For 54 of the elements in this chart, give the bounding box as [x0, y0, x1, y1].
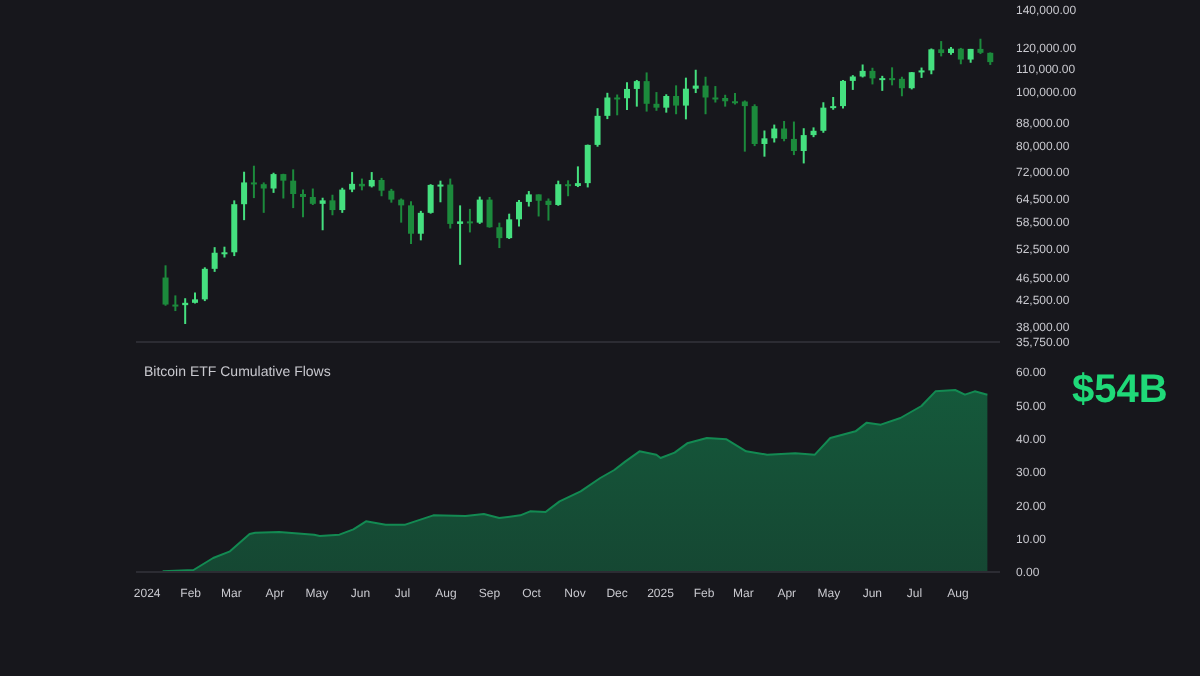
candlestick: [800, 127, 807, 165]
candlestick: [781, 120, 788, 143]
candlestick: [702, 75, 709, 116]
candlestick: [457, 204, 464, 266]
candlestick: [408, 200, 414, 245]
candlestick: [653, 91, 660, 112]
candlestick: [290, 168, 297, 210]
candlestick: [663, 93, 670, 114]
candlestick: [339, 186, 346, 214]
candlestick: [349, 171, 356, 194]
candlestick: [329, 193, 336, 217]
candlestick: [506, 212, 513, 241]
candlestick: [545, 197, 552, 222]
candlestick: [594, 107, 601, 148]
candlestick: [712, 85, 719, 104]
candlestick: [584, 143, 591, 189]
candlestick: [241, 170, 248, 222]
candlestick: [486, 195, 493, 229]
candlestick: [889, 66, 896, 87]
candlestick: [476, 195, 483, 225]
candlestick: [555, 179, 562, 207]
candlestick: [751, 103, 758, 148]
candlestick: [172, 294, 179, 313]
candlestick: [447, 177, 454, 230]
candlestick: [604, 91, 611, 121]
candlestick: [378, 176, 385, 198]
candlestick: [300, 188, 306, 219]
candlestick: [820, 101, 827, 134]
candlestick: [614, 93, 621, 117]
candlestick: [898, 75, 905, 98]
candlestick: [682, 76, 689, 121]
candlestick: [260, 181, 267, 214]
candlestick: [496, 221, 503, 250]
candlestick: [535, 193, 542, 218]
candlestick: [761, 129, 768, 158]
candlestick: [633, 78, 640, 108]
candlestick: [928, 47, 935, 76]
candlestick: [466, 207, 473, 234]
candlestick: [270, 171, 277, 194]
candlestick: [790, 120, 797, 157]
text: $54B: [1072, 368, 1168, 414]
candlestick: [201, 266, 208, 303]
candlestick: [417, 209, 424, 242]
candlestick: [250, 164, 257, 200]
candlestick: [574, 165, 581, 189]
candlestick: [643, 71, 650, 113]
candlestick: [840, 78, 846, 110]
candlestick: [280, 172, 287, 200]
candlestick: [673, 84, 680, 116]
candlestick: [516, 198, 522, 228]
candlestick: [692, 68, 699, 95]
candlestick: [319, 196, 326, 232]
candlestick: [162, 264, 169, 307]
candlestick: [624, 81, 630, 112]
